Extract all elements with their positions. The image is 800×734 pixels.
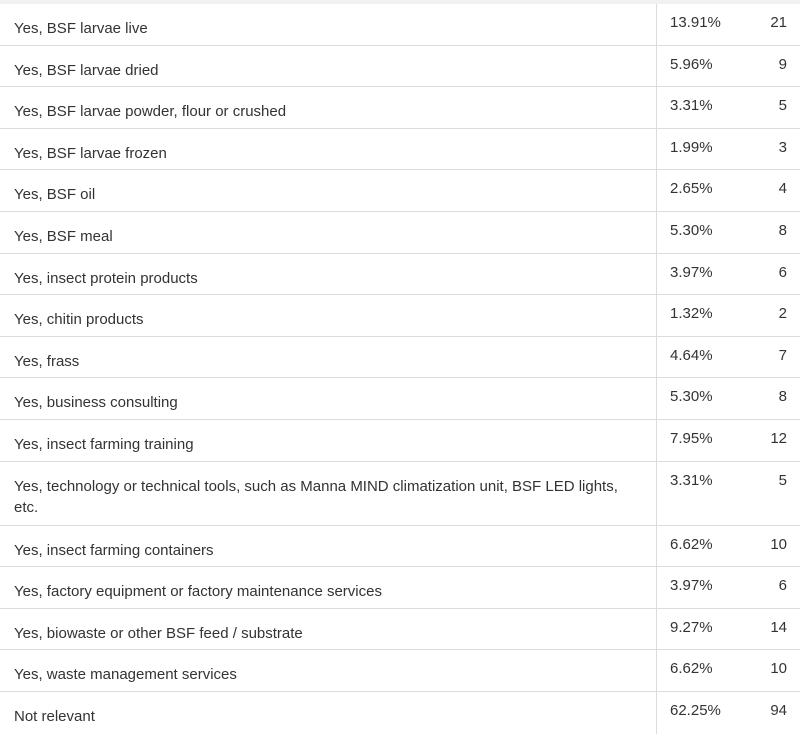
count: 5 bbox=[778, 97, 787, 115]
count: 10 bbox=[770, 660, 787, 678]
percentage: 1.99% bbox=[670, 138, 713, 156]
table-row: Yes, factory equipment or factory mainte… bbox=[0, 567, 800, 609]
percentage: 5.96% bbox=[670, 55, 713, 73]
table-row: Yes, BSF larvae live 13.91% 21 bbox=[0, 4, 800, 46]
answer-label: Yes, business consulting bbox=[0, 378, 657, 419]
answer-label: Yes, insect farming containers bbox=[0, 525, 657, 567]
table-row: Yes, insect protein products 3.97% 6 bbox=[0, 253, 800, 296]
answer-label: Yes, BSF larvae dried bbox=[0, 45, 657, 87]
table-row: Yes, business consulting 5.30% 8 bbox=[0, 378, 800, 420]
answer-label: Yes, BSF oil bbox=[0, 170, 657, 211]
count: 10 bbox=[770, 535, 787, 553]
count: 8 bbox=[778, 388, 787, 406]
table-row: Yes, frass 4.64% 7 bbox=[0, 336, 800, 379]
table-row: Yes, biowaste or other BSF feed / substr… bbox=[0, 608, 800, 651]
top-bar bbox=[0, 0, 800, 4]
table-row: Yes, insect farming containers 6.62% 10 bbox=[0, 525, 800, 568]
count: 8 bbox=[778, 221, 787, 239]
table-row: Yes, insect farming training 7.95% 12 bbox=[0, 419, 800, 462]
table-row: Yes, BSF larvae frozen 1.99% 3 bbox=[0, 128, 800, 171]
answer-label: Yes, factory equipment or factory mainte… bbox=[0, 567, 657, 608]
percentage: 3.97% bbox=[670, 263, 713, 281]
answer-label: Yes, insect protein products bbox=[0, 253, 657, 295]
percentage: 5.30% bbox=[670, 388, 713, 406]
answer-label: Yes, BSF larvae powder, flour or crushed bbox=[0, 87, 657, 128]
percentage: 5.30% bbox=[670, 221, 713, 239]
answer-label: Yes, insect farming training bbox=[0, 419, 657, 461]
count: 6 bbox=[778, 577, 787, 595]
table-row: Yes, BSF meal 5.30% 8 bbox=[0, 211, 800, 254]
count: 4 bbox=[778, 180, 787, 198]
answer-label: Yes, chitin products bbox=[0, 295, 657, 336]
percentage: 2.65% bbox=[670, 180, 713, 198]
count: 5 bbox=[778, 471, 787, 489]
answer-label: Yes, frass bbox=[0, 336, 657, 378]
percentage: 4.64% bbox=[670, 346, 713, 364]
table-row: Not relevant 62.25% 94 bbox=[0, 691, 800, 734]
percentage: 13.91% bbox=[670, 14, 721, 31]
count: 3 bbox=[778, 138, 787, 156]
percentage: 62.25% bbox=[670, 701, 721, 719]
percentage: 9.27% bbox=[670, 618, 713, 636]
table-row: Yes, chitin products 1.32% 2 bbox=[0, 295, 800, 337]
answer-label: Yes, BSF meal bbox=[0, 211, 657, 253]
table-row: Yes, BSF larvae dried 5.96% 9 bbox=[0, 45, 800, 88]
percentage: 3.31% bbox=[670, 97, 713, 115]
table-row: Yes, technology or technical tools, such… bbox=[0, 461, 800, 526]
count: 2 bbox=[778, 305, 787, 323]
table-row: Yes, BSF oil 2.65% 4 bbox=[0, 170, 800, 212]
answer-label: Yes, technology or technical tools, such… bbox=[0, 461, 657, 525]
answer-label: Not relevant bbox=[0, 691, 657, 734]
count: 9 bbox=[778, 55, 787, 73]
percentage: 7.95% bbox=[670, 429, 713, 447]
percentage: 6.62% bbox=[670, 535, 713, 553]
count: 6 bbox=[778, 263, 787, 281]
count: 7 bbox=[778, 346, 787, 364]
percentage: 3.97% bbox=[670, 577, 713, 595]
answer-label: Yes, waste management services bbox=[0, 650, 657, 691]
percentage: 1.32% bbox=[670, 305, 713, 323]
answer-label: Yes, BSF larvae frozen bbox=[0, 128, 657, 170]
answer-label: Yes, biowaste or other BSF feed / substr… bbox=[0, 608, 657, 650]
count: 94 bbox=[770, 701, 787, 719]
percentage: 6.62% bbox=[670, 660, 713, 678]
count: 21 bbox=[770, 14, 787, 31]
count: 12 bbox=[770, 429, 787, 447]
table-body: Yes, BSF larvae live 13.91% 21 Yes, BSF lar… bbox=[0, 4, 800, 734]
percentage: 3.31% bbox=[670, 471, 713, 489]
answer-label: Yes, BSF larvae live bbox=[0, 4, 657, 45]
table-row: Yes, BSF larvae powder, flour or crushed… bbox=[0, 87, 800, 129]
count: 14 bbox=[770, 618, 787, 636]
table-row: Yes, waste management services 6.62% 10 bbox=[0, 650, 800, 692]
